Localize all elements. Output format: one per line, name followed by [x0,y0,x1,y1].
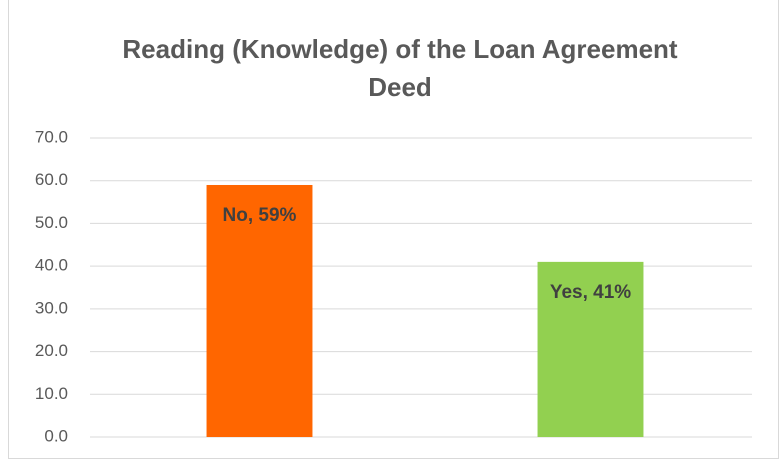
y-tick-label: 40.0 [35,256,68,275]
y-tick-label: 60.0 [35,170,68,189]
chart-title: Reading (Knowledge) of the Loan Agreemen… [122,34,678,102]
y-tick-label: 10.0 [35,384,68,403]
data-label: Yes, 41% [550,282,631,303]
y-tick-label: 20.0 [35,341,68,360]
y-tick-label: 70.0 [35,127,68,146]
bar [537,261,644,437]
y-tick-label: 0.0 [44,426,68,445]
y-tick-label: 50.0 [35,213,68,232]
bar [206,184,313,437]
y-tick-label: 30.0 [35,298,68,317]
chart-frame [8,0,779,459]
data-label: No, 59% [223,205,297,226]
